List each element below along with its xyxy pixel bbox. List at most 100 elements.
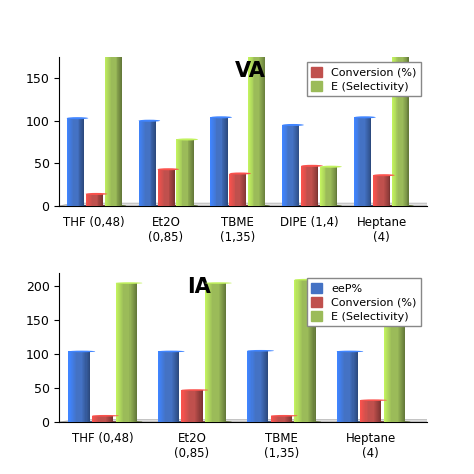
Bar: [360, 400, 361, 422]
Bar: [130, 283, 132, 422]
Bar: [350, 351, 351, 422]
Bar: [100, 416, 101, 422]
Ellipse shape: [157, 205, 179, 207]
Bar: [157, 169, 158, 206]
Bar: [194, 390, 195, 422]
Bar: [212, 283, 213, 422]
Bar: [301, 280, 302, 422]
Bar: [109, 416, 110, 422]
Bar: [123, 283, 124, 422]
Bar: [394, 283, 395, 422]
Ellipse shape: [92, 415, 119, 417]
Bar: [234, 173, 235, 206]
Bar: [190, 139, 191, 206]
Bar: [76, 351, 77, 422]
Bar: [399, 283, 400, 422]
Bar: [393, 283, 394, 422]
Bar: [212, 118, 213, 206]
Ellipse shape: [205, 421, 232, 423]
Bar: [81, 351, 82, 422]
Bar: [322, 167, 323, 206]
Bar: [174, 351, 175, 422]
Bar: [226, 118, 227, 206]
Bar: [232, 173, 233, 206]
Polygon shape: [59, 419, 445, 422]
Bar: [167, 351, 168, 422]
Bar: [349, 351, 350, 422]
Bar: [88, 351, 89, 422]
Bar: [375, 175, 376, 206]
Bar: [316, 166, 317, 206]
Bar: [112, 416, 113, 422]
Bar: [180, 139, 181, 206]
Bar: [388, 283, 389, 422]
Bar: [283, 125, 284, 206]
Bar: [368, 118, 369, 206]
Bar: [360, 118, 361, 206]
Bar: [358, 118, 359, 206]
Bar: [183, 390, 184, 422]
Bar: [317, 166, 318, 206]
Bar: [111, 36, 112, 206]
Bar: [209, 283, 210, 422]
Bar: [307, 280, 308, 422]
Bar: [274, 416, 275, 422]
Bar: [143, 121, 144, 206]
Bar: [337, 351, 339, 422]
Bar: [161, 169, 162, 206]
Ellipse shape: [210, 116, 232, 118]
Bar: [172, 351, 173, 422]
Bar: [114, 36, 115, 206]
Bar: [403, 36, 404, 206]
Ellipse shape: [86, 193, 107, 195]
Bar: [331, 167, 332, 206]
Bar: [101, 416, 103, 422]
Bar: [285, 125, 286, 206]
Bar: [158, 351, 159, 422]
Bar: [210, 283, 211, 422]
Legend: Conversion (%), E (Selectivity): Conversion (%), E (Selectivity): [307, 63, 421, 96]
Ellipse shape: [67, 205, 88, 207]
Ellipse shape: [92, 421, 119, 423]
Bar: [90, 194, 91, 206]
Bar: [200, 390, 201, 422]
Bar: [254, 351, 255, 422]
Bar: [299, 280, 300, 422]
Bar: [225, 118, 226, 206]
Bar: [87, 194, 88, 206]
Bar: [385, 175, 386, 206]
Bar: [86, 194, 87, 206]
Bar: [118, 36, 119, 206]
Bar: [165, 351, 166, 422]
Ellipse shape: [384, 421, 410, 423]
Bar: [406, 36, 407, 206]
Bar: [141, 121, 142, 206]
Bar: [404, 283, 405, 422]
Bar: [74, 351, 75, 422]
Bar: [91, 194, 92, 206]
Bar: [272, 416, 273, 422]
Bar: [199, 390, 200, 422]
Bar: [380, 400, 382, 422]
Bar: [315, 166, 316, 206]
Bar: [340, 351, 341, 422]
Bar: [393, 36, 394, 206]
Bar: [308, 280, 309, 422]
Bar: [121, 283, 122, 422]
Ellipse shape: [294, 279, 321, 281]
Bar: [280, 416, 282, 422]
Bar: [353, 351, 354, 422]
Bar: [275, 416, 276, 422]
Bar: [396, 283, 398, 422]
Bar: [103, 416, 104, 422]
Bar: [244, 173, 245, 206]
Polygon shape: [59, 203, 442, 206]
Bar: [67, 118, 68, 206]
Bar: [239, 173, 240, 206]
Bar: [367, 118, 368, 206]
Bar: [257, 36, 258, 206]
Bar: [395, 36, 396, 206]
Bar: [233, 173, 234, 206]
Bar: [215, 118, 216, 206]
Bar: [311, 166, 312, 206]
